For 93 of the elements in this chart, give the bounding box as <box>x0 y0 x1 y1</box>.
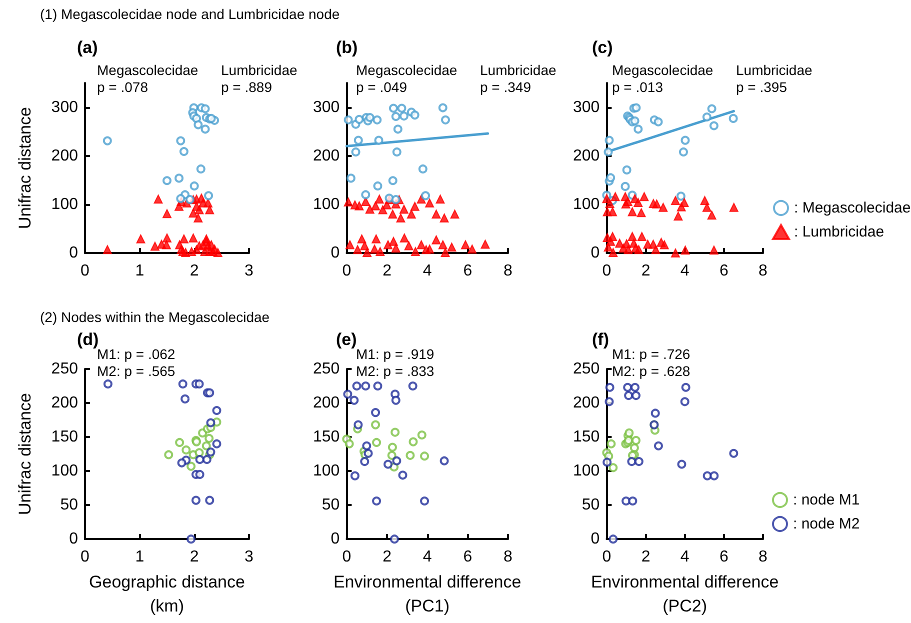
x-tick-label: 0 <box>602 262 612 280</box>
y-tick-label: 200 <box>51 147 78 164</box>
y-tick-label: 0 <box>69 530 78 548</box>
x-tick-label: 8 <box>758 548 768 566</box>
y-tick-label: 250 <box>312 360 340 378</box>
legend-label: : Megascolecidae <box>794 200 911 216</box>
y-tick-label: 200 <box>51 394 78 412</box>
x-tick-label: 0 <box>342 262 352 280</box>
y-tick-label: 50 <box>322 496 340 514</box>
y-tick-label: 200 <box>312 147 340 164</box>
x-tick-label: 8 <box>758 262 768 280</box>
y-tick-label: 200 <box>312 394 340 412</box>
legend-label: : node M2 <box>793 516 860 532</box>
y-tick-label: 100 <box>312 196 340 213</box>
annotation: p = .889 <box>221 79 272 95</box>
annotation: M2: p = .628 <box>612 363 690 379</box>
x-tick-label: 0 <box>80 548 90 566</box>
chart-title: (c) <box>592 38 613 57</box>
x-tick-label: 4 <box>680 262 690 280</box>
text: Lumbricidae <box>221 62 298 78</box>
text: M1: p = .062 <box>97 346 176 362</box>
x-tick-label: 4 <box>422 262 432 280</box>
x-tick-label: 0 <box>80 262 90 280</box>
annotation: p = .349 <box>480 79 532 95</box>
x-tick-label: 8 <box>504 262 513 280</box>
x-tick-label: 3 <box>244 548 254 566</box>
y-tick-label: 200 <box>572 147 600 164</box>
x-tick-label: 8 <box>504 548 513 566</box>
y-tick-label: 0 <box>590 530 600 548</box>
x-tick-label: 2 <box>190 548 199 566</box>
chart-title: (e) <box>336 330 357 349</box>
x-tick-label: 2 <box>641 262 650 280</box>
y-axis-title: Unifrac distance <box>16 107 34 229</box>
y-tick-label: 300 <box>312 98 340 116</box>
y-tick-label: 250 <box>51 360 78 378</box>
y-tick-label: 100 <box>51 462 78 480</box>
x-axis-title: Environmental difference (PC2) <box>590 572 779 616</box>
x-tick-label: 1 <box>135 548 144 566</box>
y-tick-label: 100 <box>312 462 340 480</box>
y-tick-label: 0 <box>330 244 340 262</box>
x-tick-label: 0 <box>602 548 612 566</box>
text: Lumbricidae <box>736 62 812 78</box>
x-tick-label: 1 <box>135 262 144 280</box>
x-tick-label: 2 <box>190 262 199 280</box>
text: Lumbricidae <box>480 62 556 78</box>
x-tick-label: 6 <box>463 262 472 280</box>
x-tick-label: 0 <box>342 548 352 566</box>
x-tick-label: 6 <box>719 262 728 280</box>
x-tick-label: 6 <box>719 548 728 566</box>
x-tick-label: 2 <box>382 548 392 566</box>
y-tick-label: 50 <box>582 496 600 514</box>
chart-title: (d) <box>77 330 99 349</box>
y-tick-label: 100 <box>572 462 600 480</box>
chart-title: (b) <box>336 38 358 57</box>
y-tick-label: 250 <box>572 360 600 378</box>
y-tick-label: 0 <box>330 530 340 548</box>
text: M1: p = .919 <box>356 346 434 362</box>
chart-subtitle: (2) Nodes within the Megascolecidae <box>40 309 270 325</box>
y-tick-label: 300 <box>51 98 78 116</box>
x-tick-label: 6 <box>463 548 472 566</box>
x-tick-label: 3 <box>244 262 254 280</box>
x-axis-title: Environmental difference (PC1) <box>333 572 522 616</box>
annotation: p = .013 <box>612 79 664 95</box>
annotation: M2: p = .833 <box>356 363 434 379</box>
y-tick-label: 100 <box>572 196 600 213</box>
annotation: p = .078 <box>97 79 148 95</box>
chart-title: (f) <box>592 330 609 349</box>
x-tick-label: 2 <box>382 262 392 280</box>
legend-label: : node M1 <box>793 492 860 508</box>
y-tick-label: 200 <box>572 394 600 412</box>
y-tick-label: 50 <box>60 496 78 514</box>
y-tick-label: 150 <box>51 428 78 446</box>
x-tick-label: 2 <box>641 548 650 566</box>
x-tick-label: 4 <box>680 548 690 566</box>
y-tick-label: 150 <box>312 428 340 446</box>
annotation: p = .049 <box>356 79 408 95</box>
chart-subtitle: (1) Megascolecidae node and Lumbricidae node <box>40 6 340 22</box>
y-tick-label: 0 <box>590 244 600 262</box>
y-tick-label: 300 <box>572 98 600 116</box>
legend-label: : Lumbricidae <box>794 224 884 240</box>
text: M1: p = .726 <box>612 346 690 362</box>
y-axis-title: Unifrac distance <box>16 393 34 515</box>
chart-title: (a) <box>77 38 98 57</box>
x-tick-label: 4 <box>422 548 432 566</box>
annotation: p = .395 <box>736 79 788 95</box>
y-tick-label: 150 <box>572 428 600 446</box>
text: Megascolecidae <box>97 62 198 78</box>
x-axis-title: Geographic distance (km) <box>89 572 245 616</box>
y-tick-label: 0 <box>69 244 78 262</box>
y-tick-label: 100 <box>51 196 78 213</box>
annotation: M2: p = .565 <box>97 363 176 379</box>
text: Megascolecidae <box>356 62 458 78</box>
text: Megascolecidae <box>612 62 714 78</box>
